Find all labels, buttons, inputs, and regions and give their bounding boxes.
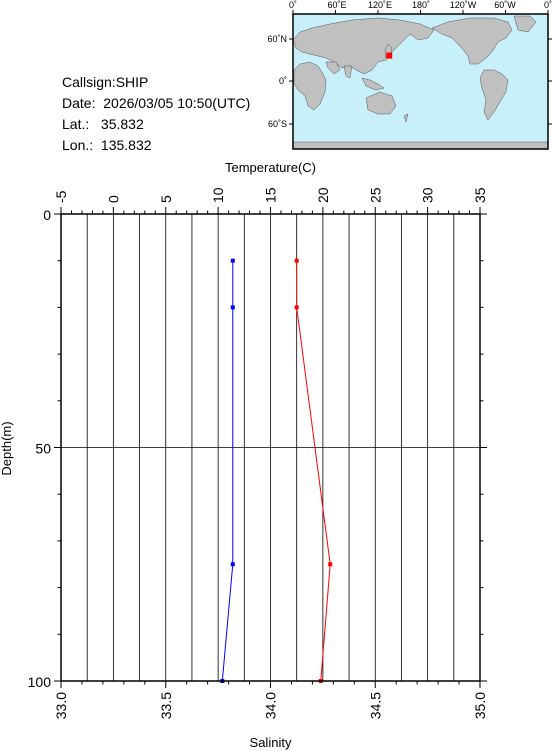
temperature-line — [296, 260, 331, 682]
longitude-text: Lon.: 135.832 — [62, 137, 152, 153]
map-lon-label: 180˚ — [412, 0, 430, 10]
plot-frame — [60, 213, 481, 682]
temperature-point — [294, 258, 299, 263]
salinity-tick-label: 33.5 — [158, 692, 174, 719]
latitude-text: Lat.: 35.832 — [62, 116, 144, 132]
depth-tick-label: 0 — [43, 207, 51, 223]
map-ticks — [289, 10, 552, 125]
map-lon-label: 60˚W — [494, 0, 516, 10]
date-text: Date: 2026/03/05 10:50(UTC) — [62, 95, 251, 111]
chart-grid — [60, 213, 481, 682]
temperature-tick-label: 30 — [420, 187, 436, 203]
salinity-point — [230, 562, 235, 567]
salinity-tick-label: 34.0 — [263, 692, 279, 719]
salinity-tick-label: 34.5 — [367, 692, 383, 719]
callsign-text: Callsign:SHIP — [62, 74, 149, 90]
temperature-axis-title: Temperature(C) — [225, 160, 316, 175]
station-info: Callsign:SHIP Date: 2026/03/05 10:50(UTC… — [62, 72, 250, 156]
temperature-point — [294, 305, 299, 310]
salinity-axis-title: Salinity — [250, 735, 292, 750]
salinity-tick-label: 35.0 — [472, 692, 488, 719]
map-lon-label: 0˚ — [289, 0, 297, 10]
salinity-point — [230, 305, 235, 310]
map-lon-label: 120˚E — [368, 0, 392, 10]
salinity-axis: 33.0 33.5 34.0 34.5 35.0 — [53, 681, 488, 719]
temperature-tick-label: 10 — [210, 187, 226, 203]
map-lon-label: 60˚E — [327, 0, 346, 10]
map-lat-label: 60˚N — [267, 34, 287, 44]
temperature-tick-label: 0 — [105, 195, 121, 203]
temperature-tick-label: 15 — [263, 187, 279, 203]
chart-series — [220, 258, 333, 683]
depth-axis: 0 50 100 — [28, 207, 487, 690]
salinity-tick-label: 33.0 — [53, 692, 69, 719]
temperature-tick-label: 5 — [158, 195, 174, 203]
station-marker — [386, 52, 393, 59]
station-marker-dot — [386, 52, 393, 59]
salinity-line — [221, 260, 234, 682]
map-lon-label: 120˚W — [450, 0, 477, 10]
temperature-point — [328, 562, 333, 567]
map-land — [292, 15, 549, 150]
depth-tick-label: 100 — [28, 674, 52, 690]
temperature-tick-label: 35 — [472, 187, 488, 203]
map-lat-label: 60˚S — [268, 119, 287, 129]
depth-tick-label: 50 — [35, 441, 51, 457]
temperature-tick-label: 25 — [367, 187, 383, 203]
salinity-point — [230, 258, 235, 263]
depth-axis-title: Depth(m) — [0, 421, 14, 475]
temperature-tick-label: 20 — [315, 187, 331, 203]
temperature-axis: -5 0 5 10 15 20 25 30 35 — [53, 187, 488, 214]
map-lat-label: 0˚ — [279, 76, 287, 86]
map-lon-label: 0˚ — [544, 0, 552, 10]
temperature-tick-label: -5 — [53, 190, 69, 203]
